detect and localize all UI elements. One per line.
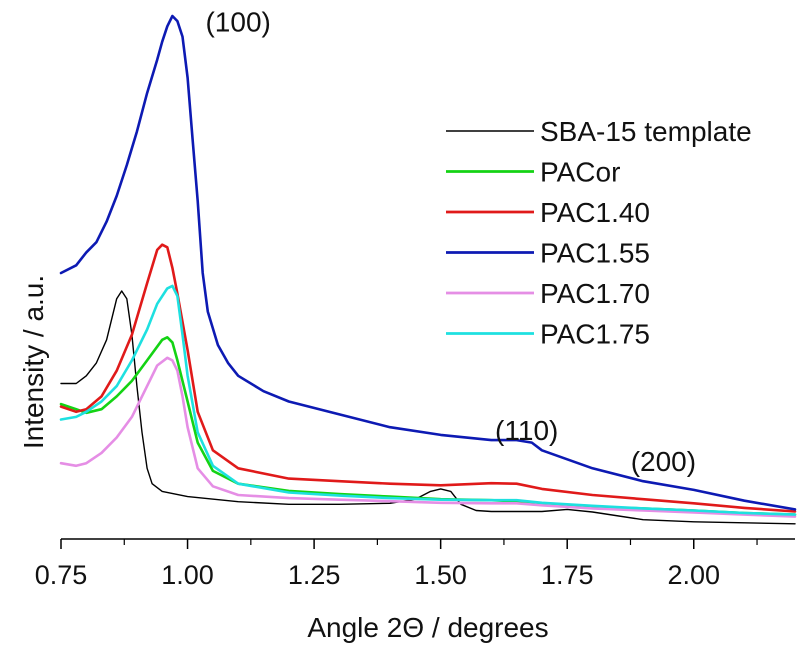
series-line-sba-15-template [60, 290, 796, 525]
legend-label-pac1-55: PAC1.55 [540, 238, 650, 269]
legend-label-pac1-40: PAC1.40 [540, 197, 650, 228]
legend-label-pacor: PACor [540, 157, 620, 188]
series-line-pac1-70 [59, 356, 797, 518]
x-ticks: 0.75 1.00 1.25 1.50 1.75 2.00 [35, 539, 758, 590]
x-tick-label: 1.25 [288, 560, 341, 590]
legend: SBA-15 template PACor PAC1.40 PAC1.55 PAC1.7… [446, 116, 752, 350]
series-layer [59, 14, 797, 525]
x-tick-label: 1.00 [161, 560, 214, 590]
x-tick-label: 1.75 [541, 560, 594, 590]
peak-annotations: (100) (110) (200) [205, 6, 696, 476]
series-line-pac1-40 [59, 243, 797, 513]
legend-label-pac1-70: PAC1.70 [540, 278, 650, 309]
series-line-pac1-75 [59, 284, 797, 516]
x-tick-label: 0.75 [35, 560, 88, 590]
x-tick-label: 1.50 [414, 560, 467, 590]
x-tick-label: 2.00 [667, 560, 720, 590]
peak-label: (110) [495, 415, 558, 446]
series-line-pac1-55 [59, 14, 797, 511]
legend-label-pac1-75: PAC1.75 [540, 319, 650, 350]
y-axis-label: Intensity / a.u. [18, 275, 49, 449]
x-axis-label: Angle 2Θ / degrees [307, 612, 548, 643]
peak-label: (200) [631, 446, 696, 477]
peak-label: (100) [205, 6, 270, 37]
legend-label-sba-15-template: SBA-15 template [540, 116, 752, 147]
